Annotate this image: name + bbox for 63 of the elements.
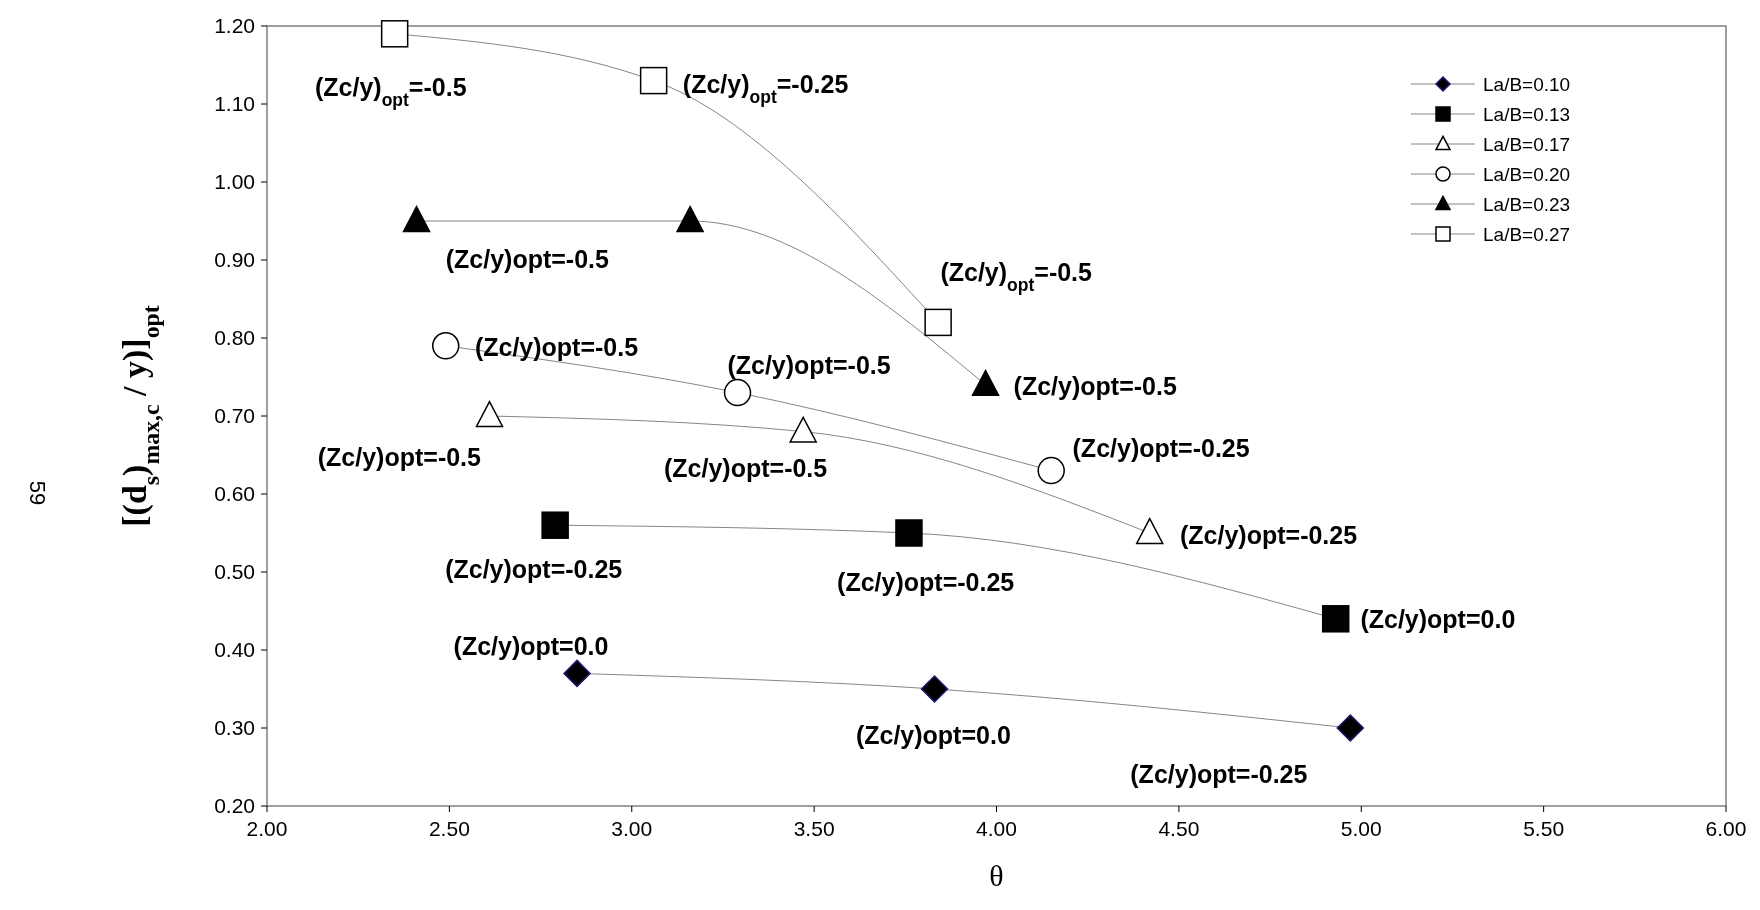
annotation: (Zc/y)opt=-0.25	[837, 568, 1015, 597]
annotation: (Zc/y)opt=-0.25	[1130, 759, 1308, 788]
y-tick-label: 0.70	[214, 404, 255, 428]
text: 59	[25, 480, 50, 506]
annotation: (Zc/y)$_{opt}$=-0.5	[940, 257, 1093, 295]
annotation: (Zc/y)opt=-0.25	[445, 554, 623, 583]
annotation: (Zc/y)opt=0.0	[453, 632, 609, 661]
y-tick-label: 0.90	[214, 248, 255, 272]
point	[475, 400, 504, 428]
point	[1321, 605, 1350, 633]
x-tick-label: 4.00	[976, 817, 1017, 840]
legend-label: La/B=0.13	[1483, 103, 1571, 125]
x-tick-label: 2.00	[246, 817, 288, 840]
point	[639, 66, 668, 95]
point	[723, 378, 752, 407]
annotation: (Zc/y)opt=-0.5	[474, 332, 639, 361]
point	[1037, 456, 1065, 485]
legend-label: La/B=0.27	[1483, 223, 1571, 245]
point	[920, 675, 949, 703]
annotation: (Zc/y)opt=-0.25	[1180, 520, 1358, 549]
annotation: (Zc/y)$_{opt}$=-0.25	[682, 69, 849, 107]
point	[924, 308, 952, 337]
legend-label: La/B=0.17	[1483, 133, 1571, 155]
point	[1336, 714, 1365, 742]
annotation: (Zc/y)opt=-0.5	[445, 244, 610, 273]
legend-label: La/B=0.23	[1483, 193, 1571, 215]
x-tick-label: 6.00	[1705, 817, 1747, 840]
annotation: (Zc/y)opt=0.0	[1360, 604, 1516, 633]
y-tick-label: 0.60	[214, 482, 255, 506]
y-tick-label: 1.20	[214, 14, 255, 38]
annotation: (Zc/y)opt=-0.25	[1072, 433, 1250, 462]
point	[541, 511, 569, 539]
y-tick-label: 0.30	[214, 716, 255, 740]
x-tick-label: 4.50	[1158, 817, 1200, 840]
point	[676, 205, 704, 233]
point	[380, 20, 409, 48]
annotation: (Zc/y)$_{opt}$=-0.5	[314, 73, 467, 111]
annotation: (Zc/y)opt=-0.5	[317, 443, 482, 472]
point	[402, 205, 431, 233]
y-tick-label: 0.20	[214, 794, 255, 818]
point	[971, 369, 1000, 396]
y-tick-label: 0.40	[214, 638, 255, 662]
x-tick-label: 3.00	[611, 817, 653, 840]
y-tick-label: 1.10	[214, 92, 255, 116]
x-tick-label: 2.50	[428, 817, 470, 840]
point	[563, 659, 591, 688]
annotation: (Zc/y)opt=-0.5	[727, 351, 891, 380]
point	[895, 519, 923, 547]
y-tick-label: 0.80	[214, 326, 255, 350]
annotation: (Zc/y)opt=0.0	[855, 720, 1011, 749]
x-axis-title: θ	[989, 859, 1004, 892]
point	[1135, 517, 1164, 545]
y-tick-label: 0.50	[214, 560, 255, 584]
y-tick-label: 1.00	[214, 170, 255, 194]
annotation: (Zc/y)opt=-0.5	[1013, 371, 1177, 400]
legend-label: La/B=0.20	[1483, 163, 1571, 185]
x-tick-label: 5.00	[1340, 817, 1382, 840]
point	[431, 332, 460, 360]
annotation: (Zc/y)opt=-0.5	[664, 454, 828, 483]
x-tick-label: 5.50	[1523, 817, 1565, 840]
legend-label: La/B=0.10	[1483, 73, 1571, 95]
x-tick-label: 3.50	[793, 817, 835, 840]
point	[789, 416, 817, 443]
